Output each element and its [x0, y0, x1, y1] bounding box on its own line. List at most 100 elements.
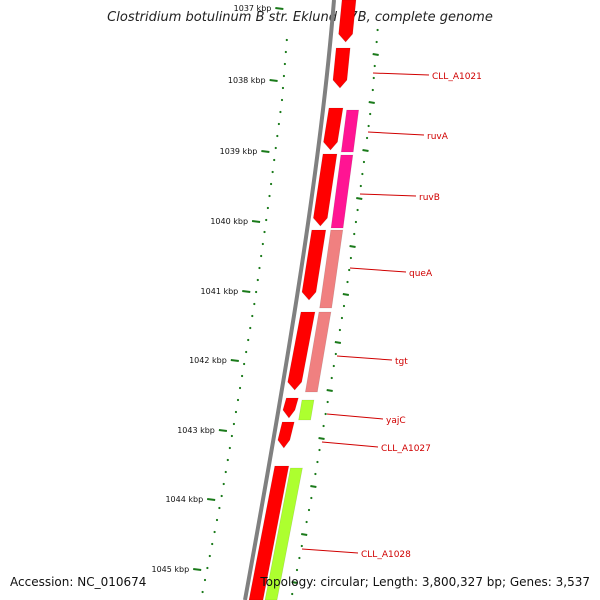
- gc-dot: [330, 376, 333, 380]
- gc-dot: [367, 124, 370, 128]
- ruler-dot: [236, 398, 240, 402]
- ruler-dot: [282, 74, 286, 78]
- ruler-dot: [203, 578, 207, 582]
- gc-dot: [338, 328, 341, 332]
- cds-queA: [319, 229, 344, 309]
- tick-mark: [251, 220, 261, 223]
- ruler-dot: [234, 410, 238, 414]
- ruler-dot: [224, 470, 227, 474]
- gc-dot: [354, 220, 358, 224]
- tick-label: 1042 kbp: [189, 356, 227, 365]
- label-leader-line: [367, 131, 425, 136]
- cds-forward: [277, 421, 295, 449]
- gc-dot: [361, 172, 364, 176]
- ruler-dot: [232, 422, 236, 426]
- gc-dot: [362, 160, 366, 164]
- gc-dot: [376, 28, 379, 32]
- gc-dot: [326, 400, 329, 404]
- tick-mark: [275, 7, 284, 10]
- ruler-dot: [218, 506, 221, 510]
- gene-label: tgt: [395, 357, 408, 367]
- ruler-dot: [281, 86, 285, 90]
- ruler-dot: [274, 146, 277, 150]
- cds-forward: [332, 47, 351, 89]
- gc-dash: [368, 101, 375, 104]
- cds-ruvA: [340, 109, 360, 153]
- gc-dot: [307, 508, 311, 512]
- gc-dot: [310, 496, 313, 500]
- backbone-line: [243, 0, 336, 600]
- gc-dot: [322, 424, 325, 428]
- gc-dot: [342, 304, 346, 308]
- gc-dot: [334, 352, 337, 356]
- ruler-dot: [256, 278, 259, 282]
- gc-dot: [332, 364, 335, 368]
- ruler-dot: [279, 110, 282, 114]
- gc-dot: [349, 256, 352, 260]
- gc-dot: [305, 520, 308, 524]
- ruler-dot: [261, 242, 264, 246]
- cds-forward: [301, 229, 327, 301]
- ruler-dot: [277, 122, 280, 126]
- ruler-dot: [220, 494, 223, 498]
- gc-dash: [301, 533, 308, 536]
- cds-forward: [282, 397, 299, 419]
- ruler-dot: [213, 530, 216, 534]
- cds-forward: [323, 107, 344, 151]
- ruler-dot: [226, 458, 229, 462]
- ruler-dot: [260, 254, 263, 258]
- cds-forward: [248, 465, 290, 600]
- gene-label: yajC: [386, 416, 406, 426]
- ruler-dot: [283, 62, 286, 66]
- ruler-dot: [265, 218, 268, 222]
- tick-mark: [193, 568, 202, 571]
- ruler-dot: [245, 350, 248, 354]
- gc-dot: [353, 232, 356, 236]
- scale-ticks: 1037 kbp 1038 kbp 1039 kbp 1040 kbp 1041 kbp…: [151, 4, 288, 594]
- cds-yajC: [298, 399, 315, 421]
- ruler-dot: [208, 554, 211, 558]
- ruler-dot: [201, 590, 204, 594]
- label-leader-line: [372, 72, 430, 76]
- gene-label: CLL_A1021: [432, 72, 482, 82]
- tick-label: 1040 kbp: [210, 217, 248, 226]
- label-leader-line: [336, 355, 393, 361]
- gc-dash: [349, 245, 356, 248]
- cds-CLL_A1028: [264, 467, 303, 600]
- tick-label: 1044 kbp: [165, 495, 203, 504]
- tick-mark: [230, 359, 239, 362]
- gc-dot: [346, 280, 349, 284]
- ruler-dot: [215, 518, 219, 522]
- gc-dot: [291, 592, 294, 596]
- gc-dot: [373, 64, 376, 68]
- ruler-dot: [238, 386, 242, 390]
- gc-content-track: [291, 28, 379, 596]
- gc-dash: [326, 389, 333, 392]
- gc-dot: [324, 412, 327, 416]
- label-leader-line: [349, 267, 407, 273]
- ruler-dot: [273, 158, 276, 162]
- ruler-dot: [266, 206, 269, 210]
- gc-dot: [300, 544, 303, 548]
- ruler-dot: [206, 566, 209, 570]
- gc-dash: [334, 341, 342, 344]
- ruler-dot: [285, 38, 288, 42]
- ruler-dot: [243, 362, 246, 366]
- cds-ruvB: [330, 154, 354, 229]
- ruler-dot: [263, 230, 266, 234]
- gc-dash: [362, 149, 369, 152]
- gene-label: ruvB: [419, 193, 440, 203]
- gc-dot: [316, 460, 319, 464]
- gc-dot: [314, 472, 317, 476]
- gc-dot: [359, 184, 362, 188]
- tick-label: 1043 kbp: [177, 426, 215, 435]
- tick-label: 1037 kbp: [234, 4, 272, 13]
- gc-dot: [348, 268, 351, 272]
- gc-dash: [318, 437, 325, 440]
- label-leader-line: [321, 441, 379, 448]
- tick-label: 1039 kbp: [220, 147, 258, 156]
- gc-dot: [318, 448, 321, 452]
- ruler-dot: [211, 542, 214, 546]
- cds-forward: [338, 0, 357, 43]
- ruler-dot: [255, 290, 258, 294]
